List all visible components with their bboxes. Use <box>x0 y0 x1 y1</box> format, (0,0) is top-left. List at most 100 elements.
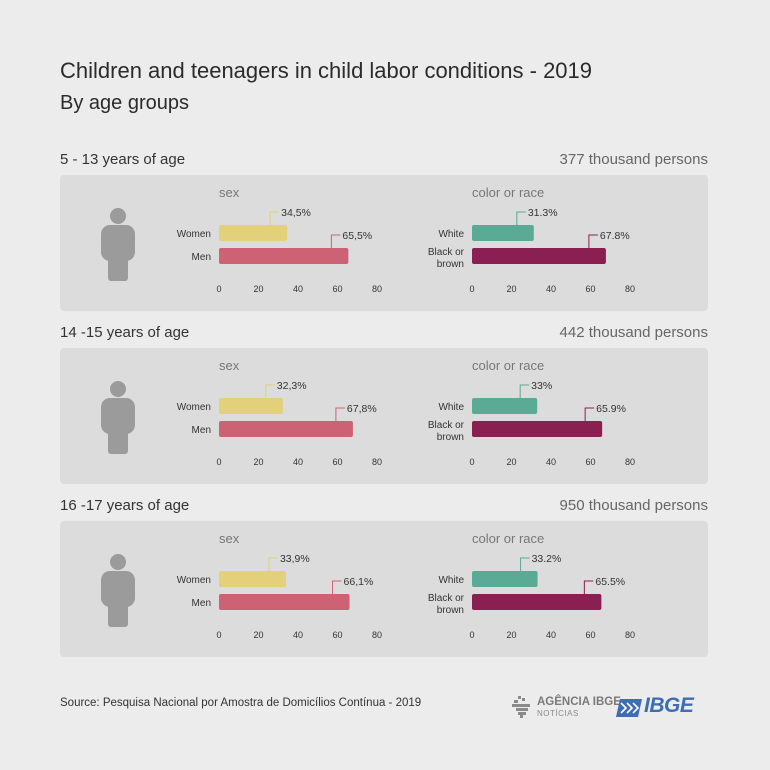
person-legs <box>108 251 128 281</box>
agencia-logo-subtext: NOTÍCIAS <box>537 709 579 718</box>
tick-label: 60 <box>585 457 595 467</box>
person-head <box>110 381 126 397</box>
data-label: 65,5% <box>342 230 372 242</box>
data-label: 34,5% <box>281 207 311 219</box>
tick-label: 0 <box>469 630 474 640</box>
group-age-label: 5 - 13 years of age <box>60 151 186 168</box>
data-label: 31.3% <box>528 207 558 219</box>
leader-line <box>516 211 526 225</box>
tick-label: 60 <box>332 630 342 640</box>
category-label: Women <box>177 229 211 240</box>
tick-label: 60 <box>332 284 342 294</box>
panel-title: sex <box>219 358 240 373</box>
panel-14-15: sex Women 32,3% Men 67,8% 0 20 40 60 80 color or r… <box>60 348 708 484</box>
data-label: 32,3% <box>277 380 307 392</box>
bar <box>219 398 283 414</box>
tick-label: 0 <box>216 630 221 640</box>
tick-label: 40 <box>546 630 556 640</box>
category-label: White <box>438 229 464 240</box>
category-label: Black or <box>428 593 465 604</box>
leader-line <box>268 557 278 571</box>
person-icon <box>101 381 135 454</box>
data-label: 66,1% <box>344 576 374 588</box>
leader-line <box>332 580 342 594</box>
data-label: 65.9% <box>596 403 626 415</box>
category-label: White <box>438 402 464 413</box>
tick-label: 20 <box>253 630 263 640</box>
person-head <box>110 208 126 224</box>
leader-line <box>269 211 280 225</box>
tick-label: 40 <box>293 284 303 294</box>
agencia-ibge-logo: AGÊNCIA IBGE NOTÍCIAS <box>512 694 621 724</box>
person-head <box>110 554 126 570</box>
leader-line <box>335 407 345 421</box>
leader-line <box>584 407 595 421</box>
group-age-label: 14 -15 years of age <box>60 324 190 341</box>
data-label: 67,8% <box>347 403 377 415</box>
tick-label: 80 <box>372 630 382 640</box>
chart-title: Children and teenagers in child labor co… <box>60 58 593 83</box>
panel-title: color or race <box>472 531 544 546</box>
bar <box>219 421 353 437</box>
leader-line <box>519 384 530 398</box>
bar <box>219 571 286 587</box>
tick-label: 40 <box>546 457 556 467</box>
group-total-label: 950 thousand persons <box>559 497 708 514</box>
agencia-logo-icon <box>512 696 530 718</box>
category-label: White <box>438 575 464 586</box>
category-label: Women <box>177 402 211 413</box>
tick-label: 40 <box>293 457 303 467</box>
tick-label: 20 <box>506 630 516 640</box>
category-label: brown <box>437 432 464 443</box>
group-age-label: 16 -17 years of age <box>60 497 190 514</box>
bar <box>219 225 288 241</box>
tick-label: 0 <box>216 457 221 467</box>
tick-label: 80 <box>625 457 635 467</box>
source-note: Source: Pesquisa Nacional por Amostra de… <box>60 697 422 709</box>
panel-5-13: sex Women 34,5% Men 65,5% 0 20 40 60 80 color or r… <box>60 175 708 311</box>
tick-label: 40 <box>546 284 556 294</box>
tick-label: 60 <box>332 457 342 467</box>
data-label: 33% <box>531 380 552 392</box>
category-label: Black or <box>428 247 465 258</box>
bar <box>472 594 602 610</box>
leader-line <box>583 580 594 594</box>
ibge-logo-text: IBGE <box>644 694 694 717</box>
panel-title: sex <box>219 531 240 546</box>
tick-label: 0 <box>469 284 474 294</box>
data-label: 33.2% <box>532 553 562 565</box>
tick-label: 0 <box>216 284 221 294</box>
tick-label: 20 <box>506 284 516 294</box>
panel-title: color or race <box>472 185 544 200</box>
ibge-logo-icon <box>616 699 642 717</box>
group-total-label: 442 thousand persons <box>559 324 708 341</box>
category-label: Men <box>192 598 211 609</box>
bar <box>472 248 606 264</box>
agencia-logo-text: AGÊNCIA IBGE <box>537 696 621 708</box>
bar <box>472 421 603 437</box>
person-legs <box>108 597 128 627</box>
category-label: Men <box>192 252 211 263</box>
tick-label: 20 <box>253 284 263 294</box>
leader-line <box>330 234 341 248</box>
bar <box>219 248 349 264</box>
tick-label: 20 <box>506 457 516 467</box>
data-label: 67.8% <box>600 230 630 242</box>
category-label: Men <box>192 425 211 436</box>
tick-label: 60 <box>585 284 595 294</box>
bar <box>219 594 350 610</box>
category-label: brown <box>437 605 464 616</box>
tick-label: 40 <box>293 630 303 640</box>
panel-chart-14-15: sex Women 32,3% Men 67,8% 0 20 40 60 80 color or r… <box>101 358 635 467</box>
group-total-label: 377 thousand persons <box>559 151 708 168</box>
bar <box>472 571 538 587</box>
data-label: 33,9% <box>280 553 310 565</box>
category-label: brown <box>437 259 464 270</box>
bar <box>472 225 534 241</box>
leader-line <box>520 557 530 571</box>
tick-label: 80 <box>372 457 382 467</box>
bar <box>472 398 538 414</box>
tick-label: 80 <box>625 284 635 294</box>
tick-label: 20 <box>253 457 263 467</box>
leader-line <box>265 384 275 398</box>
